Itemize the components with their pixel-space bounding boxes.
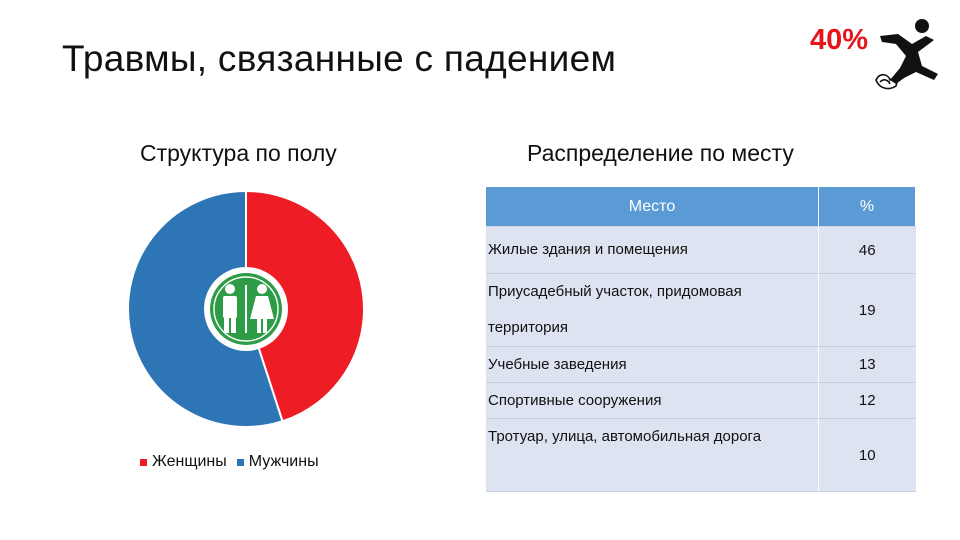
- fall-percentage-badge: 40%: [810, 24, 869, 56]
- legend-item-women: Женщины: [140, 453, 227, 471]
- table-cell-place: Учебные заведения: [486, 346, 819, 383]
- slice-label-men: 55%: [143, 321, 183, 343]
- table-cell-place: Приусадебный участок, придомовая террито…: [486, 273, 819, 347]
- table-header-row: Место %: [486, 187, 916, 227]
- table-cell-percent: 10: [818, 418, 916, 492]
- table-cell-place: Жилые здания и помещения: [486, 226, 819, 274]
- legend-item-men: Мужчины: [236, 453, 319, 471]
- falling-person-icon: [875, 19, 938, 90]
- place-distribution-table: Место % Жилые здания и помещения 46 Приу…: [486, 187, 916, 492]
- slice-label-women: 45%: [303, 296, 343, 318]
- table-cell-place: Тротуар, улица, автомобильная дорога: [486, 418, 819, 492]
- gender-structure-heading: Структура по полу: [140, 140, 337, 166]
- table-row: Тротуар, улица, автомобильная дорога 10: [486, 418, 916, 492]
- table-cell-percent: 46: [818, 226, 916, 274]
- man-woman-icon: [210, 273, 282, 345]
- gender-pie-chart: 45% 55%: [127, 189, 365, 428]
- table-row: Приусадебный участок, придомовая террито…: [486, 273, 916, 347]
- table-cell-percent: 13: [818, 346, 916, 383]
- legend-label-men: Мужчины: [248, 453, 319, 470]
- table-row: Спортивные сооружения 12: [486, 382, 916, 419]
- table-row: Жилые здания и помещения 46: [486, 226, 916, 274]
- page-title: Травмы, связанные с падением: [62, 38, 617, 79]
- column-header-percent: %: [818, 187, 916, 227]
- table-cell-place: Спортивные сооружения: [486, 382, 819, 419]
- pie-slice-women: [245, 189, 365, 423]
- column-header-place: Место: [486, 187, 819, 227]
- legend-swatch-men: [236, 458, 244, 466]
- table-row: Учебные заведения 13: [486, 346, 916, 383]
- table-cell-percent: 19: [818, 273, 916, 347]
- pie-legend: Женщины Мужчины: [140, 453, 329, 471]
- table-cell-percent: 12: [818, 382, 916, 419]
- legend-label-women: Женщины: [152, 453, 227, 470]
- place-distribution-heading: Распределение по месту: [527, 140, 794, 166]
- legend-swatch-women: [140, 458, 147, 466]
